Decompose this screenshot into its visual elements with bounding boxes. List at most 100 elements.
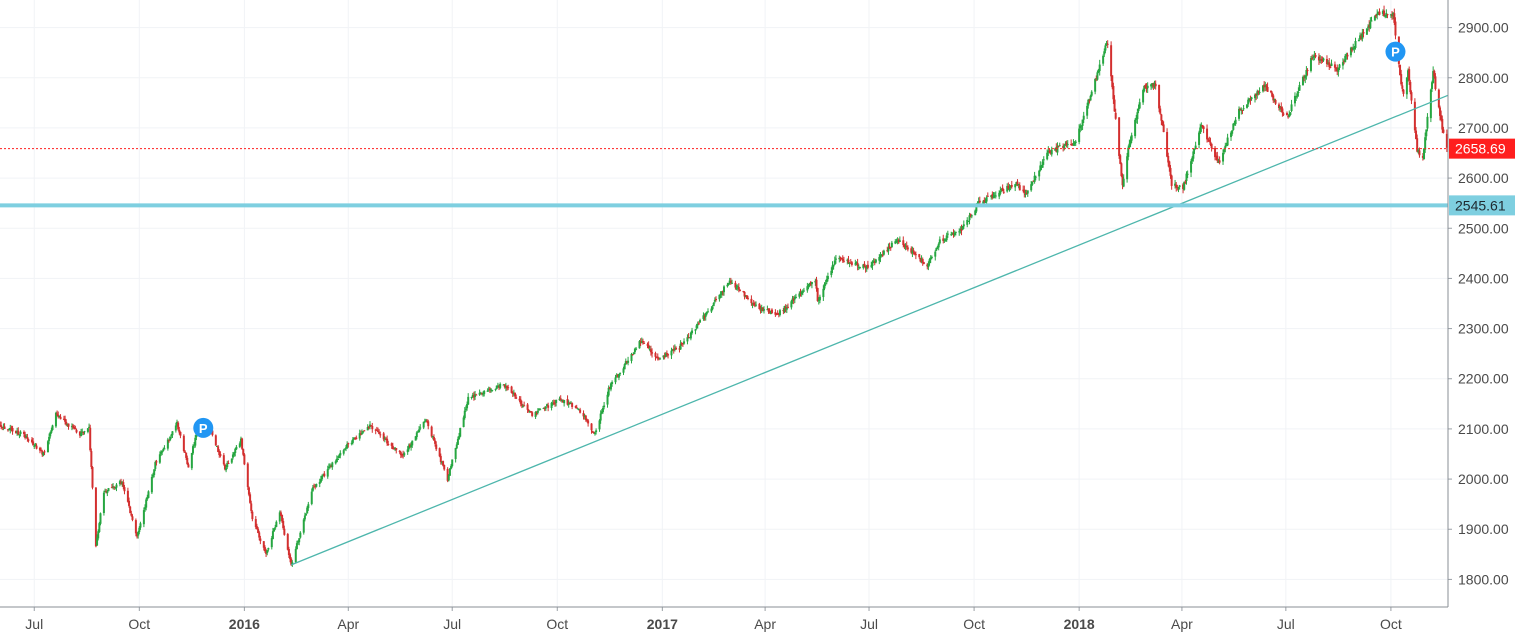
x-tick-label: Apr — [337, 616, 359, 632]
candle-body — [17, 430, 20, 435]
candle-body — [1333, 64, 1336, 68]
candle-body — [1442, 129, 1445, 133]
candle-body — [839, 257, 842, 259]
candle-body — [38, 447, 41, 451]
candle-body — [895, 240, 898, 243]
candle-body — [784, 307, 787, 309]
candle-body — [166, 439, 169, 449]
candle-body — [26, 436, 29, 440]
candle-body — [951, 232, 954, 234]
candle-body — [1297, 92, 1300, 94]
candle-body — [697, 323, 700, 325]
candle-body — [1230, 132, 1233, 138]
candle-body — [211, 430, 214, 436]
candle-body — [751, 303, 754, 305]
candle-body — [1377, 11, 1380, 14]
candle-body — [75, 429, 78, 433]
candle-body — [463, 410, 466, 418]
candle-body — [1175, 184, 1178, 188]
candle-body — [655, 357, 658, 359]
candle-body — [1050, 149, 1053, 155]
candle-body — [520, 403, 523, 406]
candle-body — [297, 541, 300, 543]
candle-body — [361, 432, 363, 434]
candle-body — [294, 548, 297, 563]
candle-body — [355, 437, 358, 440]
candle-body — [1158, 85, 1161, 109]
candle-body — [1128, 143, 1131, 148]
candle-body — [56, 413, 59, 415]
candle-body — [663, 355, 666, 358]
candle-body — [1162, 124, 1165, 133]
candle-body — [1111, 75, 1114, 88]
candle-body — [1056, 146, 1059, 153]
y-tick-label: 2300.00 — [1458, 321, 1509, 337]
candle-body — [555, 399, 558, 403]
candle-body — [1295, 96, 1298, 98]
candle-body — [472, 395, 475, 398]
candle-body — [78, 431, 81, 436]
candle-body — [838, 257, 841, 260]
candle-body — [1214, 147, 1217, 158]
candle-body — [439, 455, 442, 463]
candle-body — [112, 486, 115, 488]
candle-body — [194, 437, 197, 446]
candle-body — [846, 259, 849, 261]
candle-body — [848, 262, 851, 264]
x-tick-label: 2016 — [229, 616, 260, 632]
candle-body — [802, 290, 805, 292]
candle-body — [24, 434, 27, 438]
candle-body — [447, 474, 450, 481]
candle-body — [1328, 62, 1331, 67]
candle-body — [584, 415, 587, 420]
candle-body — [559, 398, 562, 401]
candle-body — [587, 420, 590, 424]
candle-body — [1385, 12, 1388, 17]
candle-body — [1224, 145, 1227, 149]
candle-body — [110, 487, 113, 489]
candle-body — [1048, 151, 1051, 153]
candle-body — [688, 337, 691, 339]
candle-body — [1151, 83, 1154, 86]
candle-body — [770, 309, 773, 314]
candle-body — [1208, 139, 1211, 142]
candle-body — [943, 239, 946, 241]
candle-body — [1232, 123, 1235, 130]
candle-body — [504, 386, 507, 388]
candle-body — [1104, 45, 1107, 51]
candle-body — [451, 459, 454, 467]
candle-body — [675, 347, 678, 350]
candle-body — [1118, 117, 1121, 156]
candle-body — [1198, 132, 1201, 145]
candle-body — [305, 513, 308, 516]
candle-body — [407, 445, 410, 450]
candle-body — [817, 299, 820, 301]
candle-body — [962, 224, 965, 227]
event-marker-label: P — [199, 421, 208, 436]
candle-body — [1304, 75, 1307, 79]
candle-body — [83, 431, 86, 433]
candle-body — [1367, 26, 1370, 28]
candle-body — [1105, 43, 1108, 45]
candle-body — [1119, 155, 1122, 164]
candle-body — [1354, 40, 1357, 48]
candle-body — [1231, 130, 1234, 134]
candle-body — [1110, 45, 1113, 77]
candle-body — [403, 453, 406, 456]
candle-body — [379, 434, 382, 436]
candle-body — [808, 282, 811, 286]
y-tick-label: 2500.00 — [1458, 220, 1509, 236]
candle-body — [1034, 176, 1037, 178]
candle-body — [1311, 58, 1314, 60]
candle-body — [423, 421, 426, 423]
candle-body — [723, 286, 725, 293]
candle-body — [496, 385, 499, 387]
candle-body — [1017, 184, 1020, 186]
candle-body — [383, 438, 386, 440]
candle-body — [1370, 20, 1373, 22]
candle-body — [279, 512, 282, 516]
candle-body — [363, 430, 366, 432]
candle-body — [888, 246, 891, 248]
candle-body — [766, 309, 769, 311]
